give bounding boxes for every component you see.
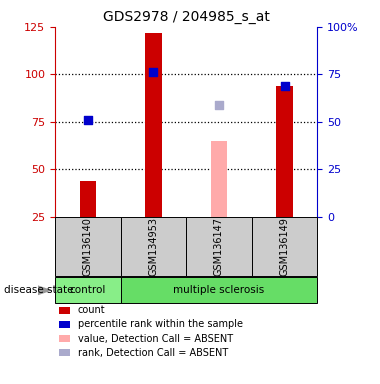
Point [216,102,222,108]
Bar [211,141,227,217]
Bar [121,277,317,303]
Text: GSM134953: GSM134953 [149,217,158,276]
Bar [121,217,186,276]
Text: control: control [70,285,106,295]
Point [282,83,288,89]
Bar [55,217,121,276]
Polygon shape [38,285,52,295]
Text: GSM136149: GSM136149 [280,217,290,276]
Text: multiple sclerosis: multiple sclerosis [173,285,264,295]
Title: GDS2978 / 204985_s_at: GDS2978 / 204985_s_at [103,10,270,25]
Bar [276,86,293,217]
Point [150,70,157,76]
Text: count: count [78,305,106,315]
Text: GSM136147: GSM136147 [214,217,224,276]
Bar [252,217,317,276]
Text: percentile rank within the sample: percentile rank within the sample [78,319,243,329]
Text: value, Detection Call = ABSENT: value, Detection Call = ABSENT [78,334,233,344]
Point [85,117,91,123]
Bar [55,277,121,303]
Text: rank, Detection Call = ABSENT: rank, Detection Call = ABSENT [78,348,228,358]
Bar [80,181,96,217]
Text: disease state: disease state [4,285,73,295]
Bar [186,217,252,276]
Bar [145,33,162,217]
Text: GSM136140: GSM136140 [83,217,93,276]
